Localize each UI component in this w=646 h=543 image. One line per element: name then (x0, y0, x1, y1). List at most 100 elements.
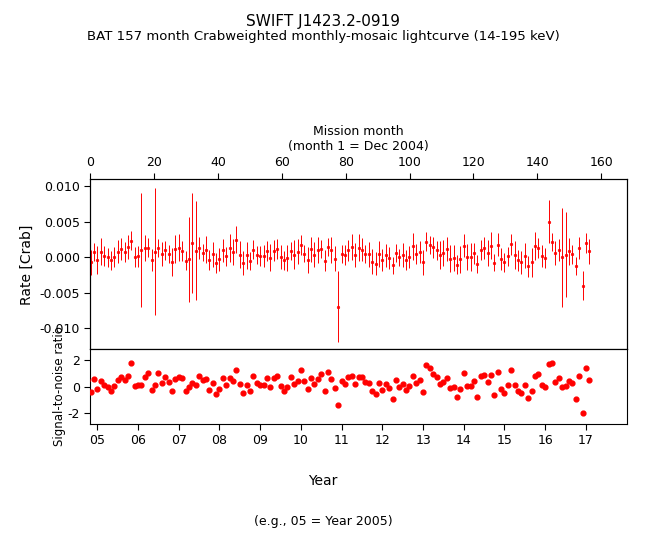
Point (483, 378, 493, 387)
Point (143, 369, 153, 378)
Point (126, 359, 136, 368)
Point (506, 366, 516, 375)
Point (469, 377, 479, 386)
Point (320, 386, 330, 395)
Point (252, 378, 262, 387)
Point (540, 383, 550, 392)
Point (347, 371, 357, 380)
Point (72, 379, 82, 388)
Point (147, 386, 157, 394)
Point (428, 369, 439, 378)
Point (543, 360, 554, 369)
Point (234, 380, 245, 388)
Point (479, 371, 489, 380)
Point (299, 377, 309, 386)
Point (418, 387, 428, 396)
Point (198, 375, 208, 384)
Point (503, 381, 513, 390)
Point (248, 371, 258, 380)
Point (286, 373, 296, 382)
Point (96, 376, 106, 385)
Point (187, 378, 198, 387)
Point (282, 383, 293, 392)
Point (218, 374, 228, 383)
Point (171, 375, 181, 383)
Point (578, 409, 588, 418)
Point (174, 372, 184, 381)
Point (333, 401, 344, 409)
Point (411, 378, 421, 387)
Point (492, 368, 503, 376)
Point (329, 383, 340, 392)
Point (163, 377, 174, 386)
Point (564, 376, 574, 385)
Point (296, 365, 306, 374)
Point (584, 376, 594, 384)
Point (530, 372, 540, 381)
Point (401, 386, 412, 395)
Point (245, 387, 255, 396)
Point (438, 377, 448, 386)
Point (415, 376, 425, 384)
Point (61, 382, 72, 391)
Point (432, 372, 442, 381)
Point (397, 380, 408, 388)
Point (533, 369, 543, 378)
Point (201, 375, 211, 384)
Text: (e.g., 05 = Year 2005): (e.g., 05 = Year 2005) (254, 515, 392, 528)
Point (258, 381, 269, 389)
Point (459, 369, 469, 378)
Point (445, 383, 455, 392)
Point (106, 386, 116, 395)
Point (519, 381, 530, 389)
Point (424, 364, 435, 372)
Point (136, 381, 147, 389)
Point (129, 382, 140, 390)
Point (184, 383, 194, 392)
Point (156, 378, 167, 387)
Point (472, 393, 483, 401)
Point (289, 380, 299, 388)
Point (109, 382, 120, 391)
Point (550, 377, 561, 386)
Point (557, 382, 567, 391)
Point (326, 375, 337, 384)
Point (75, 379, 85, 388)
Point (133, 381, 143, 390)
Point (486, 371, 496, 380)
Point (116, 372, 126, 381)
Point (435, 380, 445, 389)
Point (547, 359, 557, 368)
Point (204, 386, 214, 395)
Point (231, 365, 242, 374)
Point (309, 380, 320, 388)
Text: Year: Year (308, 473, 338, 488)
Point (123, 371, 133, 380)
Point (112, 376, 123, 385)
Point (510, 380, 520, 389)
Point (340, 379, 350, 388)
Point (513, 386, 523, 395)
Text: BAT 157 month Crabweighted monthly-mosaic lightcurve (14-195 keV): BAT 157 month Crabweighted monthly-mosai… (87, 30, 559, 43)
Point (160, 372, 171, 381)
Point (462, 382, 472, 390)
Point (442, 374, 452, 382)
Point (499, 389, 510, 398)
Point (180, 387, 191, 396)
Point (68, 416, 79, 425)
Point (262, 374, 272, 382)
Point (489, 390, 499, 399)
Point (99, 381, 109, 389)
Point (574, 371, 584, 380)
Point (167, 387, 177, 395)
Point (350, 380, 360, 388)
Point (302, 384, 313, 393)
Point (404, 382, 415, 390)
Point (85, 387, 96, 396)
Point (313, 375, 323, 383)
Point (364, 379, 374, 388)
Point (120, 376, 130, 384)
Point (211, 389, 222, 398)
Text: SWIFT J1423.2-0919: SWIFT J1423.2-0919 (246, 14, 400, 29)
Point (225, 374, 235, 382)
